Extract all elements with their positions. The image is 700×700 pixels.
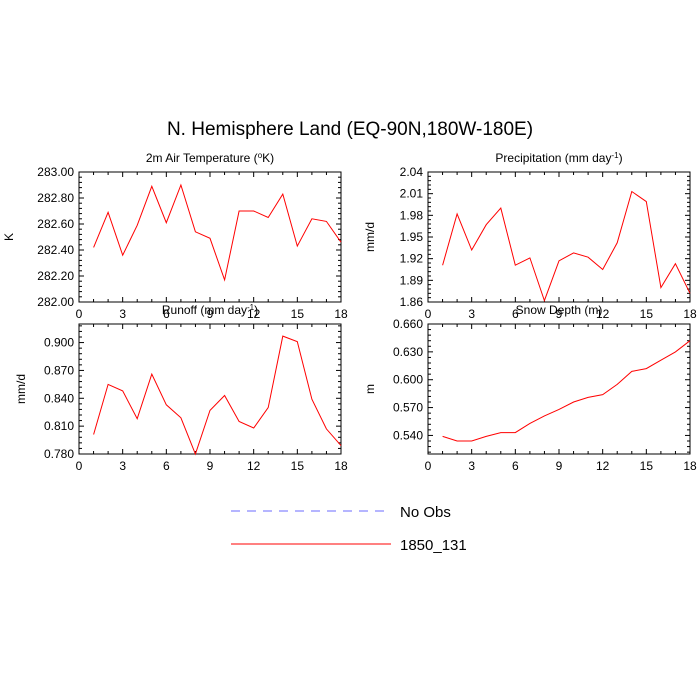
x-tick-label: 9 <box>207 307 214 321</box>
series-line-1850-131 <box>442 190 691 303</box>
series-line-1850-131 <box>93 183 342 282</box>
plot-frame <box>427 323 691 455</box>
x-tick-label: 0 <box>76 307 83 321</box>
legend: No Obs 1850_131 <box>231 504 467 554</box>
x-tick-label: 12 <box>247 459 261 473</box>
x-tick-label: 0 <box>76 459 83 473</box>
y-tick-label: 282.60 <box>37 217 74 231</box>
x-tick-label: 12 <box>596 459 610 473</box>
y-axis-label: mm/d <box>14 374 28 404</box>
x-tick-label: 3 <box>119 307 126 321</box>
x-tick-label: 12 <box>247 307 261 321</box>
x-tick-label: 6 <box>512 459 519 473</box>
y-tick-label: 0.840 <box>44 391 74 405</box>
y-tick-label: 283.00 <box>37 165 74 179</box>
panel-title: 2m Air Temperature (oK) <box>146 151 274 166</box>
x-tick-label: 9 <box>556 459 563 473</box>
x-tick-label: 18 <box>683 307 697 321</box>
y-axis-label: K <box>2 233 16 241</box>
x-tick-label: 18 <box>334 307 348 321</box>
y-tick-label: 0.900 <box>44 336 74 350</box>
x-tick-label: 12 <box>596 307 610 321</box>
legend-label-1850-131: 1850_131 <box>400 537 467 554</box>
panel-title: Precipitation (mm day-1) <box>495 151 622 166</box>
y-tick-label: 0.780 <box>44 447 74 461</box>
y-tick-label: 0.810 <box>44 419 74 433</box>
x-tick-label: 18 <box>334 459 348 473</box>
x-tick-label: 0 <box>425 307 432 321</box>
y-tick-label: 0.570 <box>393 401 423 415</box>
x-tick-label: 15 <box>291 459 305 473</box>
x-tick-label: 9 <box>207 459 214 473</box>
y-tick-label: 1.95 <box>400 230 424 244</box>
y-tick-label: 2.04 <box>400 165 424 179</box>
panel-title: Runoff (mm day-1) <box>162 303 258 318</box>
y-tick-label: 282.20 <box>37 269 74 283</box>
y-tick-label: 0.540 <box>393 428 423 442</box>
x-tick-label: 15 <box>640 307 654 321</box>
y-tick-label: 282.80 <box>37 191 74 205</box>
y-tick-label: 1.98 <box>400 208 424 222</box>
y-tick-label: 282.00 <box>37 295 74 309</box>
y-axis-label: mm/d <box>363 222 377 252</box>
y-axis-label: m <box>363 384 377 394</box>
y-tick-label: 0.660 <box>393 317 423 331</box>
panel-snow-depth: Snow Depth (m) m 0 3 6 9 12 15 18 0.540 0.570 0.600… <box>363 303 697 473</box>
y-tick-label: 1.89 <box>400 273 424 287</box>
y-tick-label: 0.630 <box>393 345 423 359</box>
x-tick-label: 0 <box>425 459 432 473</box>
main-title: N. Hemisphere Land (EQ-90N,180W-180E) <box>167 119 533 140</box>
legend-label-no-obs: No Obs <box>400 504 451 521</box>
x-tick-label: 18 <box>683 459 697 473</box>
x-tick-label: 15 <box>291 307 305 321</box>
x-tick-label: 6 <box>163 459 170 473</box>
panel-air-temperature: 2m Air Temperature (oK) K 0 3 6 9 12 15 18 282.00… <box>2 151 348 322</box>
x-tick-label: 15 <box>640 459 654 473</box>
series-line-1850-131 <box>442 340 691 442</box>
y-tick-label: 1.92 <box>400 252 424 266</box>
y-tick-label: 1.86 <box>400 295 424 309</box>
x-tick-label: 6 <box>163 307 170 321</box>
plot-frame <box>427 171 691 303</box>
panel-precipitation: Precipitation (mm day-1) mm/d 0 3 6 9 12 15 18 1.… <box>363 151 697 322</box>
x-tick-label: 3 <box>119 459 126 473</box>
panel-runoff: Runoff (mm day-1) mm/d 0 3 6 9 12 15 18 0.780 0.81… <box>14 303 348 474</box>
x-tick-label: 9 <box>556 307 563 321</box>
panel-title: Snow Depth (m) <box>516 303 603 317</box>
x-tick-label: 3 <box>468 307 475 321</box>
x-tick-label: 6 <box>512 307 519 321</box>
x-tick-label: 3 <box>468 459 475 473</box>
y-tick-label: 0.870 <box>44 363 74 377</box>
series-line-1850-131 <box>93 335 342 456</box>
y-tick-label: 2.01 <box>400 187 424 201</box>
y-tick-label: 282.40 <box>37 243 74 257</box>
y-tick-label: 0.600 <box>393 373 423 387</box>
panels: 2m Air Temperature (oK) K 0 3 6 9 12 15 18 282.00… <box>2 151 697 474</box>
